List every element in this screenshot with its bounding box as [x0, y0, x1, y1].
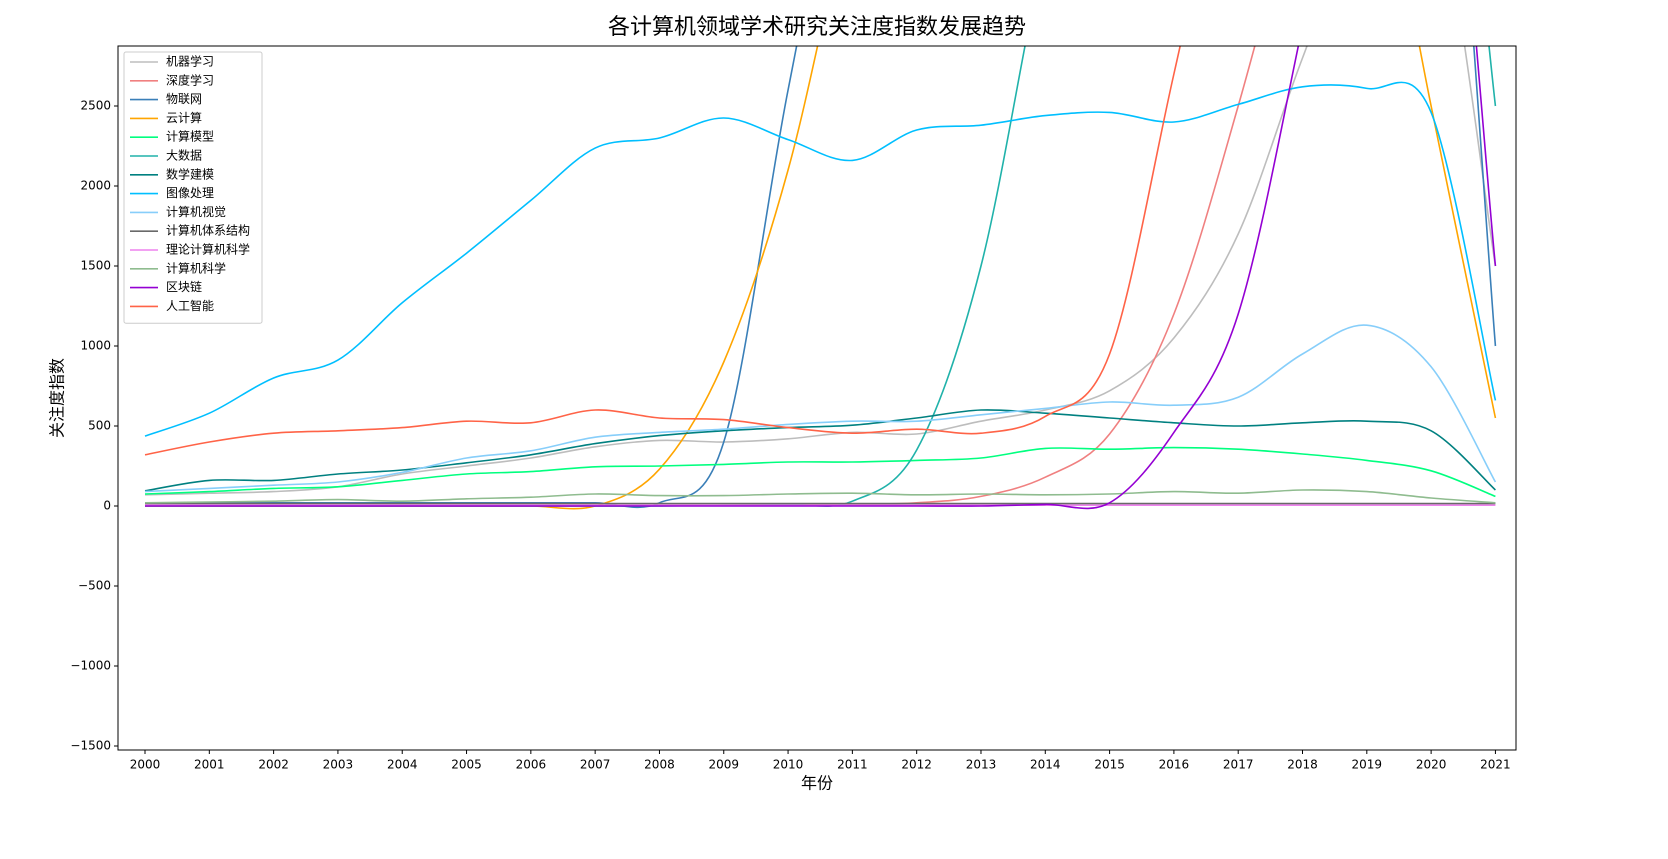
legend-label: 云计算 [166, 110, 202, 125]
y-tick-label: −1500 [70, 739, 111, 753]
x-tick-label: 2002 [258, 758, 289, 772]
y-tick-label: 1500 [80, 259, 111, 273]
x-tick-label: 2000 [130, 758, 161, 772]
chart-title: 各计算机领域学术研究关注度指数发展趋势 [608, 15, 1026, 40]
x-tick-label: 2015 [1094, 758, 1125, 772]
legend-label: 计算模型 [166, 129, 214, 144]
x-tick-label: 2005 [451, 758, 482, 772]
series-line [144, 489, 1496, 504]
series-line [144, 46, 1497, 496]
series-line [144, 324, 1497, 493]
legend-label: 计算机视觉 [166, 204, 226, 219]
y-tick-label: −1000 [70, 659, 111, 673]
x-tick-label: 2016 [1159, 758, 1190, 772]
legend-label: 大数据 [166, 148, 202, 163]
x-axis-label: 年份 [801, 774, 833, 793]
plot-frame [117, 45, 1517, 751]
y-axis-label: 关注度指数 [48, 358, 67, 438]
x-tick-label: 2013 [966, 758, 997, 772]
x-tick-label: 2003 [323, 758, 354, 772]
x-tick-label: 2011 [837, 758, 868, 772]
legend: 机器学习深度学习物联网云计算计算模型大数据数学建模图像处理计算机视觉计算机体系结… [123, 51, 263, 324]
legend-label: 人工智能 [166, 298, 214, 313]
legend-label: 物联网 [166, 92, 202, 106]
series-line [145, 46, 1497, 509]
series-line [144, 409, 1496, 492]
x-tick-label: 2017 [1223, 758, 1254, 772]
legend-label: 理论计算机科学 [166, 242, 250, 257]
y-tick-label: 500 [88, 419, 111, 433]
x-tick-label: 2018 [1287, 758, 1318, 772]
x-tick-label: 2014 [1030, 758, 1061, 772]
series-line [145, 46, 1497, 510]
plot-lines [144, 46, 1497, 510]
x-tick-label: 2007 [580, 758, 611, 772]
legend-label: 图像处理 [166, 186, 214, 200]
x-tick-label: 2020 [1416, 758, 1447, 772]
x-tick-label: 2006 [516, 758, 547, 772]
x-tick-label: 2004 [387, 758, 418, 772]
y-tick-label: 2000 [80, 179, 111, 193]
y-tick-label: 2500 [80, 99, 111, 113]
y-tick-label: −500 [78, 579, 111, 593]
series-line [144, 446, 1496, 498]
legend-label: 数学建模 [166, 166, 214, 181]
legend-label: 区块链 [166, 279, 202, 294]
x-tick-label: 2019 [1352, 758, 1383, 772]
y-tick-label: 1000 [80, 339, 111, 353]
y-tick-label: 0 [103, 499, 111, 513]
legend-label: 计算机科学 [166, 260, 226, 275]
legend-label: 深度学习 [166, 72, 214, 87]
series-line [144, 46, 1181, 456]
x-tick-label: 2009 [708, 758, 739, 772]
legend-box [123, 51, 263, 324]
x-tick-label: 2012 [901, 758, 932, 772]
x-tick-label: 2010 [773, 758, 804, 772]
x-tick-label: 2021 [1480, 758, 1511, 772]
legend-label: 计算机体系结构 [166, 223, 250, 238]
legend-label: 机器学习 [166, 54, 214, 69]
series-line [144, 81, 1497, 437]
x-tick-label: 2001 [194, 758, 225, 772]
x-tick-label: 2008 [644, 758, 675, 772]
